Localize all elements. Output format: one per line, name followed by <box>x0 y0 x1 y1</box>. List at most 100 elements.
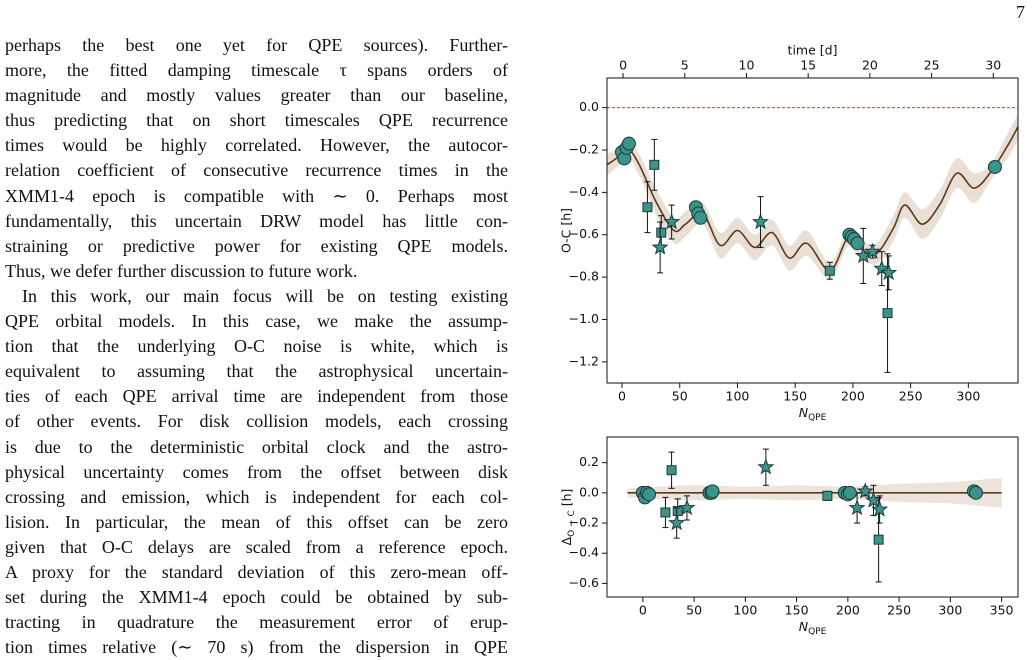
model-line <box>607 126 1018 272</box>
square-point <box>649 159 660 170</box>
circle-point <box>987 159 1002 174</box>
x-tick-label: 350 <box>990 603 1014 618</box>
square-point <box>656 227 667 238</box>
text-line: given that O-C delays are scaled from a … <box>5 536 508 557</box>
x-tick-label: 50 <box>672 389 688 404</box>
star-point <box>864 242 882 259</box>
y-axis-label: ΔO − C [h] <box>559 489 577 546</box>
circle-point <box>705 484 720 499</box>
star-point <box>856 482 874 499</box>
y-axis-label: O-C [h] <box>559 208 574 253</box>
y-tick-label: −0.4 <box>569 184 599 199</box>
y-tick-label: −0.6 <box>569 226 599 241</box>
plot-area <box>607 107 1018 280</box>
x-label-main: N <box>799 619 809 634</box>
x-tick-label: 50 <box>686 603 702 618</box>
text-line: is due to the deterministic orbital cloc… <box>5 436 508 457</box>
text-line: relation coefficient of consecutive recu… <box>5 160 508 181</box>
text-line: lision. In particular, the mean of this … <box>5 511 508 532</box>
text-line: In this work, our main focus will be on … <box>22 285 508 306</box>
text-line: more, the fitted damping timescale τ spa… <box>5 60 508 81</box>
text-line: set during the XMM1-4 epoch could be obt… <box>5 587 508 608</box>
text-line: tion times relative (∼ 70 s) from the di… <box>5 637 508 658</box>
x-tick-label: 200 <box>841 389 865 404</box>
y-tick-label: −0.6 <box>569 575 599 590</box>
star-point <box>651 238 669 255</box>
text-line: crossing and emission, which is independ… <box>5 486 508 507</box>
text-line: ties of each QPE arrival time are indepe… <box>5 386 508 407</box>
x2-tick-label: 5 <box>681 58 689 73</box>
star-point <box>880 263 898 281</box>
circle-point <box>693 210 708 225</box>
x-tick-label: 250 <box>899 389 923 404</box>
x2-tick-label: 0 <box>619 58 627 73</box>
text-line: XMM1-4 epoch is compatible with ∼ 0. Per… <box>5 185 508 206</box>
circle-point <box>642 487 657 502</box>
text-line: straining or predictive power for existi… <box>5 235 508 256</box>
y-tick-label: −1.0 <box>569 311 599 326</box>
star-point <box>663 213 681 230</box>
y-tick-label: −0.2 <box>569 515 599 530</box>
circle-point <box>621 136 636 151</box>
axes-frame <box>606 77 1019 384</box>
text-line: QPE orbital models. In this case, we mak… <box>5 311 508 332</box>
plot-area <box>627 477 1002 508</box>
text-line: of other events. For disk collision mode… <box>5 411 508 432</box>
circle-point <box>842 485 857 500</box>
x-tick-label: 150 <box>785 603 809 618</box>
page-number: 7 <box>1016 2 1025 22</box>
x-tick-label: 100 <box>733 603 757 618</box>
x-tick-label: 250 <box>887 603 911 618</box>
y-label-unit: [h] <box>559 489 574 507</box>
axes-frame <box>606 436 1019 598</box>
text-line: physical uncertainty comes from the offs… <box>5 461 508 482</box>
text-line: equivalent to assuming that the astrophy… <box>5 361 508 382</box>
x-tick-label: 0 <box>618 389 626 404</box>
square-point <box>824 265 835 276</box>
x-label-main: N <box>799 405 809 420</box>
y-tick-label: −0.4 <box>569 545 599 560</box>
y-tick-label: 0.0 <box>579 99 599 114</box>
x2-tick-label: 15 <box>800 58 816 73</box>
square-point <box>672 505 683 516</box>
y-tick-label: −0.8 <box>569 269 599 284</box>
star-point <box>864 491 882 508</box>
x-tick-label: 100 <box>726 389 750 404</box>
star-point <box>678 499 696 516</box>
y-tick-label: −1.2 <box>569 353 599 368</box>
x-axis-label: NQPE <box>799 619 827 637</box>
x2-tick-label: 20 <box>862 58 878 73</box>
star-point <box>848 499 866 516</box>
x-axis-label: NQPE <box>799 405 827 423</box>
circle-point <box>850 236 865 251</box>
x-label-sub: QPE <box>808 627 827 637</box>
square-point <box>660 507 671 518</box>
square-point <box>822 490 833 501</box>
star-point <box>668 514 686 531</box>
x2-tick-label: 10 <box>739 58 755 73</box>
x2-axis-label: time [d] <box>788 43 838 58</box>
text-line: A proxy for the standard deviation of th… <box>5 561 508 582</box>
y-tick-label: 0.2 <box>579 454 599 469</box>
text-line: Thus, we defer further discussion to fut… <box>5 260 358 281</box>
x-tick-label: 300 <box>938 603 962 618</box>
y-label-sub: O − C <box>567 510 577 537</box>
square-point <box>642 202 653 213</box>
star-point <box>752 213 770 230</box>
x-tick-label: 200 <box>836 603 860 618</box>
x-label-sub: QPE <box>808 413 827 423</box>
star-point <box>854 246 872 264</box>
text-line: magnitude and mostly values greater than… <box>5 85 508 106</box>
text-line: fundamentally, this uncertain DRW model … <box>5 210 508 231</box>
y-tick-label: 0.0 <box>579 484 599 499</box>
text-line: perhaps the best one yet for QPE sources… <box>5 35 508 55</box>
star-point <box>871 500 889 517</box>
uncertainty-band <box>607 114 1018 280</box>
square-point <box>666 465 677 476</box>
square-point <box>873 534 884 545</box>
text-line: thus predicting that on short timescales… <box>5 110 508 131</box>
circle-point <box>968 485 983 500</box>
square-point <box>882 308 893 319</box>
